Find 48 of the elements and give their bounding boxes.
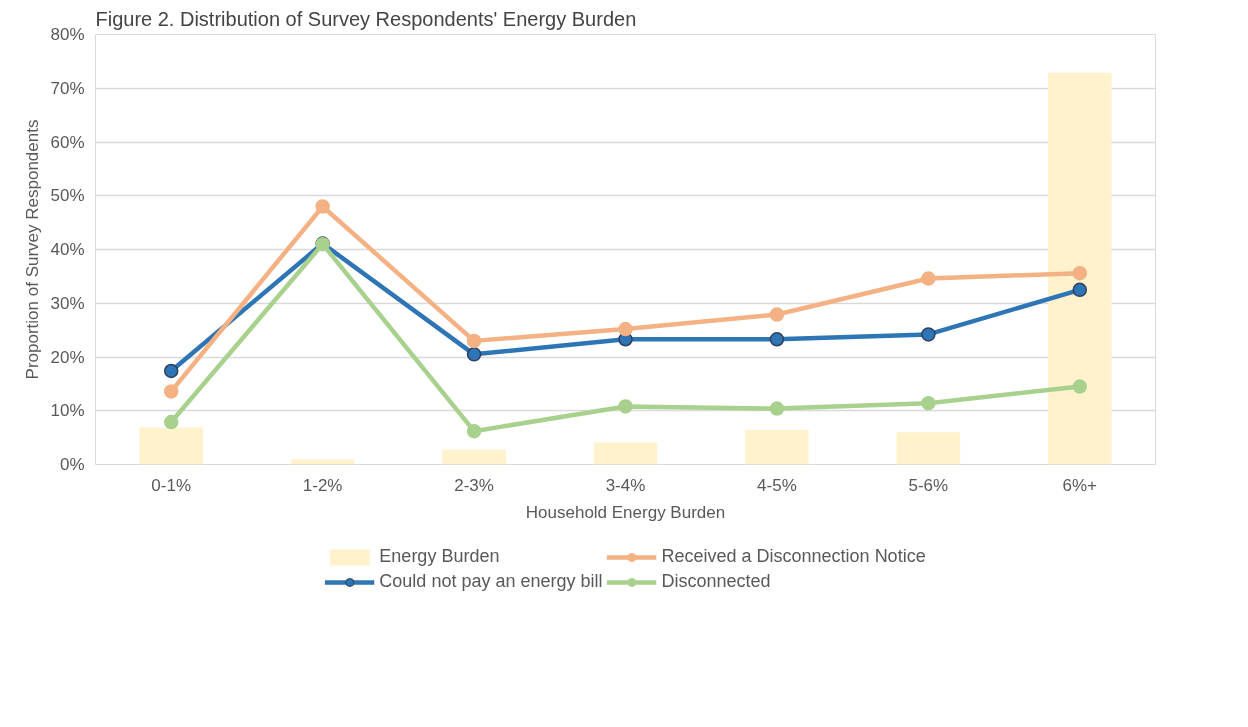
- bar: [442, 449, 506, 465]
- bar: [290, 459, 355, 465]
- point: [1072, 379, 1088, 394]
- y-tick-label: 30%: [50, 293, 85, 313]
- point: [769, 307, 785, 322]
- x-tick-label: 5-6%: [908, 475, 949, 495]
- point: [921, 271, 936, 286]
- point: [769, 401, 785, 416]
- y-tick-label: 20%: [50, 347, 85, 367]
- point: [921, 327, 936, 342]
- x-tick-label: 3-4%: [605, 475, 646, 495]
- legend-label: Could not pay an energy bill: [379, 571, 603, 592]
- point: [618, 399, 633, 414]
- y-tick-label: 10%: [50, 401, 85, 421]
- bar: [139, 427, 204, 465]
- x-tick-label: 6%+: [1062, 475, 1098, 495]
- point: [466, 347, 482, 362]
- y-tick-label: 0%: [59, 455, 85, 474]
- y-tick-label: 40%: [50, 240, 85, 259]
- point: [163, 384, 179, 399]
- point: [769, 332, 785, 347]
- point: [618, 321, 633, 337]
- bar: [593, 442, 658, 465]
- y-tick-label: 70%: [50, 78, 85, 98]
- bar: [896, 432, 961, 465]
- point: [1072, 265, 1088, 281]
- x-tick-label: 1-2%: [302, 475, 343, 495]
- chart-title: Figure 2. Distribution of Survey Respondents' Energy Burden: [95, 7, 637, 30]
- x-tick-label: 2-3%: [454, 475, 494, 495]
- point: [921, 395, 936, 411]
- point: [1072, 282, 1088, 298]
- y-axis-title: Proportion of Survey Respondents: [23, 119, 43, 380]
- x-tick-label: 4-5%: [757, 475, 797, 495]
- y-tick-label: 60%: [50, 132, 85, 152]
- legend-label: Energy Burden: [379, 546, 500, 567]
- point: [315, 199, 330, 214]
- point: [466, 333, 482, 349]
- bar: [1047, 72, 1112, 465]
- point: [466, 423, 482, 439]
- y-tick-label: 80%: [50, 25, 85, 44]
- x-axis-title: Household Energy Burden: [525, 502, 726, 522]
- bar: [745, 430, 809, 465]
- y-tick-label: 50%: [50, 186, 85, 206]
- legend-label: Received a Disconnection Notice: [661, 546, 926, 567]
- legend-label: Disconnected: [661, 571, 771, 592]
- point: [163, 414, 179, 430]
- point: [163, 363, 179, 379]
- x-tick-label: 0-1%: [151, 475, 192, 495]
